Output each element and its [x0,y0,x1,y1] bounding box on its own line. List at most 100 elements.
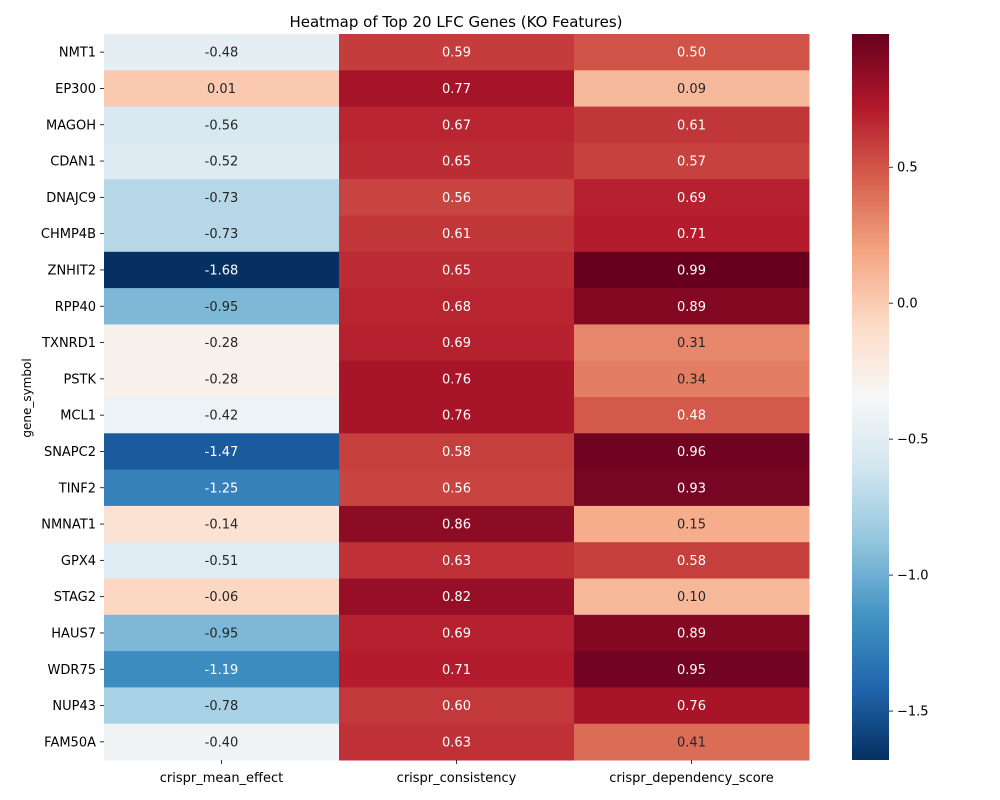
cell-value-label: 0.95 [677,663,706,678]
cell-value-label: 0.58 [677,554,706,569]
colorbar-gradient [852,34,889,760]
cell-value-label: 0.89 [677,626,706,641]
cell-value-label: 0.82 [442,590,471,605]
heatmap-cell [574,397,810,434]
cell-value-label: -0.56 [205,118,239,133]
cell-value-label: 0.01 [207,82,236,97]
cell-value-label: -0.14 [205,518,239,533]
cell-value-label: 0.09 [677,82,706,97]
cell-value-label: 0.69 [442,626,471,641]
y-tick-label: RPP40 [55,300,96,315]
cell-value-label: 0.65 [442,155,471,170]
heatmap-cell [574,542,810,579]
heatmap-cell [104,215,340,253]
heatmap-cell [339,397,575,434]
heatmap-cell [339,142,575,180]
y-tick-label: ZNHIT2 [48,263,96,278]
cell-value-label: -0.06 [205,590,239,605]
chart-title: Heatmap of Top 20 LFC Genes (KO Features… [289,13,622,31]
cell-value-label: -0.95 [205,300,239,315]
heatmap-cell [339,288,575,325]
y-tick-label: DNAJC9 [46,191,96,206]
heatmap-cell [339,251,575,289]
y-tick-label: SNAPC2 [44,445,96,460]
heatmap-cell [574,34,810,71]
y-tick-label: CDAN1 [50,155,96,170]
heatmap-cell [104,360,340,398]
cell-value-label: 0.59 [442,46,471,61]
x-tick-label: crispr_dependency_score [609,771,773,786]
cell-value-label: -1.68 [205,263,239,278]
heatmap-cell [339,578,575,616]
cell-value-label: 0.96 [677,445,706,460]
heatmap-cell [339,505,575,543]
y-tick-label: CHMP4B [41,227,96,242]
cell-value-label: 0.77 [442,82,471,97]
cell-value-label: -0.40 [205,735,239,750]
heatmap-cell [339,215,575,253]
heatmap-cell [104,251,340,289]
y-tick-label: MAGOH [46,118,96,133]
heatmap-cell [574,215,810,253]
cell-value-label: 0.69 [442,336,471,351]
heatmap-cell [574,687,810,725]
heatmap-cell [574,469,810,507]
cell-value-label: 0.68 [442,300,471,315]
heatmap-cell [104,142,340,180]
cell-value-label: 0.61 [677,118,706,133]
x-axis-ticks: crispr_mean_effect crispr_consistency cris… [160,760,774,786]
cell-value-label: 0.93 [677,481,706,496]
y-axis-ticks: NMT1 EP300 MAGOH CDAN1 DNAJC9 CHMP4B ZNHIT2 RPP… [41,46,104,750]
cell-value-label: -0.52 [205,155,239,170]
heatmap-cell [574,651,810,688]
heatmap-cell [104,687,340,725]
cell-value-label: 0.56 [442,481,471,496]
heatmap-cell [574,70,810,108]
cell-value-label: 0.57 [677,155,706,170]
x-tick-label: crispr_consistency [397,771,517,786]
cell-value-label: -0.73 [205,191,239,206]
y-tick-label: TXNRD1 [41,336,96,351]
heatmap-cell [104,614,340,652]
cell-value-label: 0.63 [442,735,471,750]
heatmap-cell [104,288,340,325]
heatmap-cell [339,324,575,362]
y-tick-label: HAUS7 [51,626,96,641]
cell-value-label: 0.69 [677,191,706,206]
heatmap-cell [574,723,810,761]
y-tick-label: NMNAT1 [41,518,96,533]
heatmap-cell [104,34,340,71]
heatmap-cell [104,505,340,543]
cell-value-label: -0.42 [205,409,239,424]
cell-value-label: -0.28 [205,372,239,387]
y-axis-label: gene_symbol [20,358,34,437]
cell-value-label: 0.76 [442,409,471,424]
colorbar-tick-label: 0.0 [897,297,918,312]
cell-value-label: 0.71 [677,227,706,242]
heatmap-cells [104,34,810,761]
heatmap-cell [104,542,340,579]
colorbar-tick-label: −0.5 [897,433,929,448]
heatmap-cell [574,179,810,216]
cell-value-label: -0.78 [205,699,239,714]
cell-value-label: 0.34 [677,372,706,387]
heatmap-cell [104,179,340,216]
cell-value-label: -1.47 [205,445,239,460]
heatmap-cell [339,651,575,688]
cell-value-label: 0.65 [442,263,471,278]
y-tick-label: FAM50A [44,735,96,750]
heatmap-cell [574,505,810,543]
heatmap-cell [339,34,575,71]
heatmap-cell [339,360,575,398]
colorbar-tick-label: −1.5 [897,705,929,720]
cell-value-label: 0.48 [677,409,706,424]
heatmap-cell [574,324,810,362]
heatmap-cell [574,433,810,471]
cell-value-label: -1.19 [205,663,239,678]
colorbar-tick-label: 0.5 [897,161,918,176]
heatmap-cell [104,651,340,688]
heatmap-cell [104,433,340,471]
heatmap-cell [339,433,575,471]
heatmap-cell [574,251,810,289]
